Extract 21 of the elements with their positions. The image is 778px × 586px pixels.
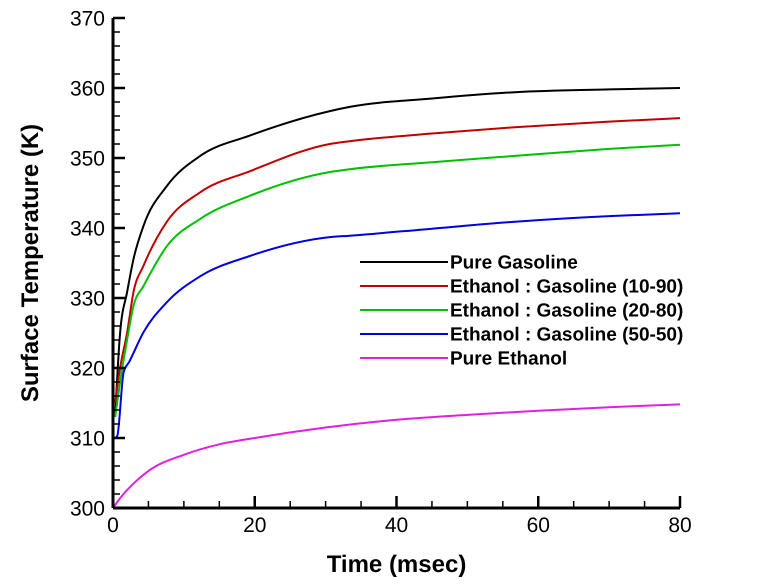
x-tick-label: 0 (107, 514, 119, 537)
legend-label: Pure Ethanol (450, 348, 568, 370)
legend-label: Ethanol : Gasoline (50-50) (450, 324, 684, 346)
y-tick-label: 300 (70, 497, 105, 520)
legend-label: Pure Gasoline (450, 252, 578, 274)
y-tick-label: 340 (70, 217, 105, 240)
y-tick-label: 360 (70, 77, 105, 100)
legend-label: Ethanol : Gasoline (10-90) (450, 276, 684, 298)
x-tick-label: 40 (384, 514, 408, 537)
legend-label: Ethanol : Gasoline (20-80) (450, 300, 684, 322)
x-axis-title: Time (msec) (326, 551, 466, 578)
y-tick-label: 320 (70, 357, 105, 380)
x-tick-label: 80 (668, 514, 692, 537)
y-axis-title: Surface Temperature (K) (17, 124, 44, 402)
y-tick-label: 310 (70, 427, 105, 450)
y-tick-label: 330 (70, 287, 105, 310)
y-tick-label: 350 (70, 147, 105, 170)
x-tick-label: 20 (243, 514, 266, 537)
y-tick-label: 370 (70, 7, 105, 30)
line-series (114, 212, 681, 439)
x-tick-label: 60 (526, 514, 550, 537)
